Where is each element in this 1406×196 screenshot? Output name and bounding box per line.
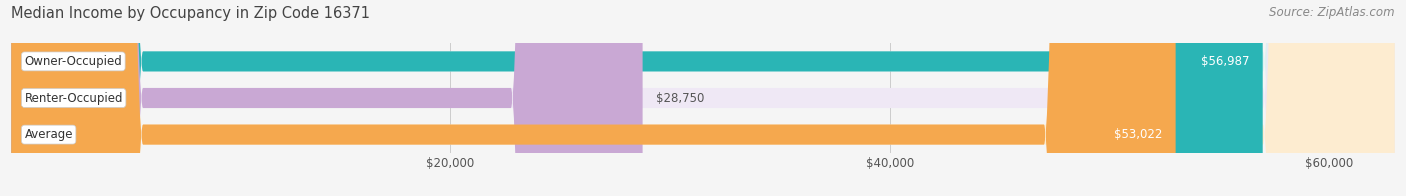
Text: $28,750: $28,750 <box>655 92 704 104</box>
FancyBboxPatch shape <box>11 0 1175 196</box>
Text: $53,022: $53,022 <box>1114 128 1163 141</box>
Text: Renter-Occupied: Renter-Occupied <box>24 92 122 104</box>
FancyBboxPatch shape <box>11 0 1263 196</box>
Text: $56,987: $56,987 <box>1201 55 1250 68</box>
FancyBboxPatch shape <box>11 0 1395 196</box>
Text: Owner-Occupied: Owner-Occupied <box>24 55 122 68</box>
Text: Average: Average <box>24 128 73 141</box>
FancyBboxPatch shape <box>11 0 1395 196</box>
FancyBboxPatch shape <box>11 0 643 196</box>
Text: Source: ZipAtlas.com: Source: ZipAtlas.com <box>1270 6 1395 19</box>
Text: Median Income by Occupancy in Zip Code 16371: Median Income by Occupancy in Zip Code 1… <box>11 6 370 21</box>
FancyBboxPatch shape <box>11 0 1395 196</box>
